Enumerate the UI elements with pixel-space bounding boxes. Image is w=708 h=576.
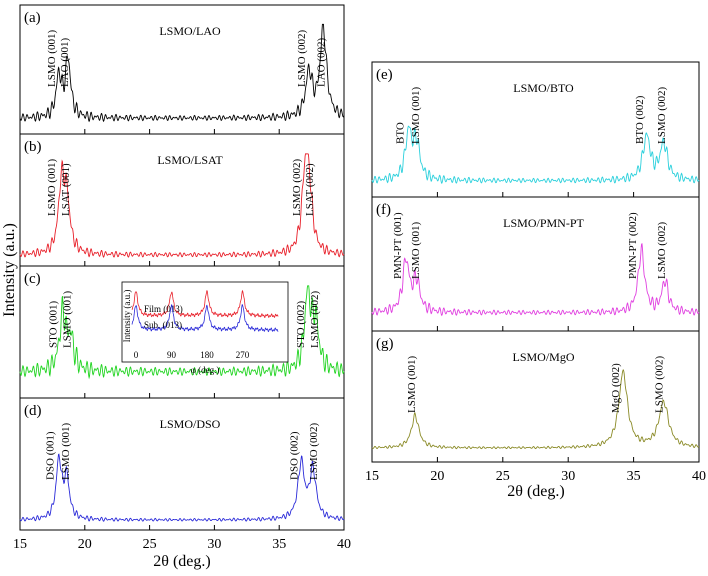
peak-label: MgO (002): [610, 363, 622, 413]
panel-letter: (f): [376, 202, 391, 218]
inset-y-label: Intensity (a.u.): [122, 290, 132, 343]
peak-label: LSMO (001): [406, 356, 418, 413]
inset-tick-label: 180: [200, 350, 214, 360]
panel-title: LSMO/BTO: [513, 81, 574, 95]
inset-series-line: [131, 289, 279, 319]
series-line: [19, 23, 345, 123]
series-line: [371, 369, 700, 450]
peak-label: LSMO (001): [410, 87, 422, 144]
peak-label: LSMO (001): [46, 30, 58, 87]
series-line: [371, 125, 700, 185]
x-axis-label-left: 2θ (deg.): [153, 553, 210, 570]
inset-tick-label: 90: [167, 350, 177, 360]
x-tick-label: 20: [78, 537, 92, 552]
peak-label: LSMO (001): [410, 222, 422, 279]
y-axis-label: Intensity (a.u.): [1, 223, 18, 317]
inset-phi-scan: Film (013) Sub. (013) 0 90 180 270 φ (deg.) Int…: [121, 281, 289, 375]
peak-label: LSAT (001): [60, 163, 72, 216]
peak-label: STO (001): [47, 301, 59, 348]
inset-x-label: φ (deg.): [191, 365, 220, 375]
x-tick-label: 40: [337, 537, 351, 552]
panel-a: (a) LSMO/LAO LSMO (001) LAO (001) LSMO (002)…: [19, 4, 345, 135]
x-tick-label: 35: [272, 537, 286, 552]
panel-e: (e) LSMO/BTO BTO LSMO (001) BTO (002) LSMO (0…: [371, 61, 700, 198]
peak-label: LSAT (002): [304, 163, 316, 216]
peak-label: PMN-PT (002): [627, 212, 639, 279]
series-line: [19, 153, 345, 258]
peak-label: DSO (002): [288, 431, 300, 480]
peak-label: LSMO (002): [309, 291, 321, 348]
inset-frame: [121, 281, 289, 363]
peak-label: LAO (001): [59, 37, 71, 87]
series-line: [19, 453, 345, 522]
panel-letter: (e): [376, 67, 393, 83]
series-line: [371, 243, 700, 317]
x-tick-label: 20: [430, 469, 444, 484]
panel-letter: (a): [24, 10, 41, 26]
peak-label: BTO (002): [634, 95, 646, 144]
peak-label: DSO (001): [45, 431, 57, 480]
panel-title: LSMO/LAO: [159, 24, 221, 38]
x-tick-label: 35: [627, 469, 641, 484]
peak-label: LSMO (002): [656, 87, 668, 144]
panel-b: (b) LSMO/LSAT LSMO (001) LSAT (001) LSMO (00…: [19, 133, 345, 267]
x-tick-label: 40: [692, 469, 706, 484]
panel-title: LSMO/LSAT: [157, 153, 223, 167]
x-tick-label: 15: [13, 537, 27, 552]
x-tick-label: 25: [496, 469, 510, 484]
panel-title: LSMO/PMN-PT: [503, 216, 584, 230]
panel-letter: (d): [24, 403, 42, 419]
panel-title: LSMO/DSO: [160, 417, 221, 431]
peak-label: LSMO (001): [62, 291, 74, 348]
peak-label: LSMO (002): [308, 423, 320, 480]
peak-label: STO (002): [295, 301, 307, 348]
panel-letter: (g): [376, 336, 394, 352]
peak-label: LSMO (002): [296, 30, 308, 87]
inset-legend-label: Sub. (013): [144, 320, 182, 330]
series-line: [19, 285, 345, 380]
inset-series-line: [131, 303, 279, 333]
peak-label: LSMO (001): [46, 159, 58, 216]
peak-label: LSMO (002): [653, 356, 665, 413]
peak-label: LSMO (002): [291, 159, 303, 216]
panel-title: LSMO/MgO: [512, 350, 574, 364]
x-tick-label: 25: [143, 537, 157, 552]
peak-label: LAO (002): [316, 37, 328, 87]
inset-legend-label: Film (013): [144, 304, 183, 314]
panel-frame: [19, 397, 345, 531]
panel-d: (d) LSMO/DSO DSO (001) LSMO (001) DSO (002) L…: [19, 397, 345, 531]
panel-letter: (c): [24, 271, 41, 287]
peak-label: LSMO (002): [656, 222, 668, 279]
panel-letter: (b): [24, 139, 42, 155]
x-tick-label: 30: [561, 469, 575, 484]
x-tick-label: 15: [365, 469, 379, 484]
panel-frame: [371, 330, 700, 463]
panel-g: (g) LSMO/MgO LSMO (001) MgO (002) LSMO (002): [371, 330, 700, 463]
inset-tick-label: 0: [134, 350, 139, 360]
x-axis-label-right: 2θ (deg.): [507, 483, 564, 500]
peak-label: PMN-PT (001): [392, 212, 404, 279]
panel-f: (f) LSMO/PMN-PT PMN-PT (001) LSMO (001) PMN-…: [371, 196, 700, 332]
peak-label: LSMO (001): [60, 423, 72, 480]
panel-c: (c)LSMO/STOSTO (001)LSMO (001)STO (002)L…: [19, 265, 345, 399]
peak-label: BTO: [394, 122, 406, 144]
x-tick-label: 30: [207, 537, 221, 552]
inset-tick-label: 270: [236, 350, 250, 360]
